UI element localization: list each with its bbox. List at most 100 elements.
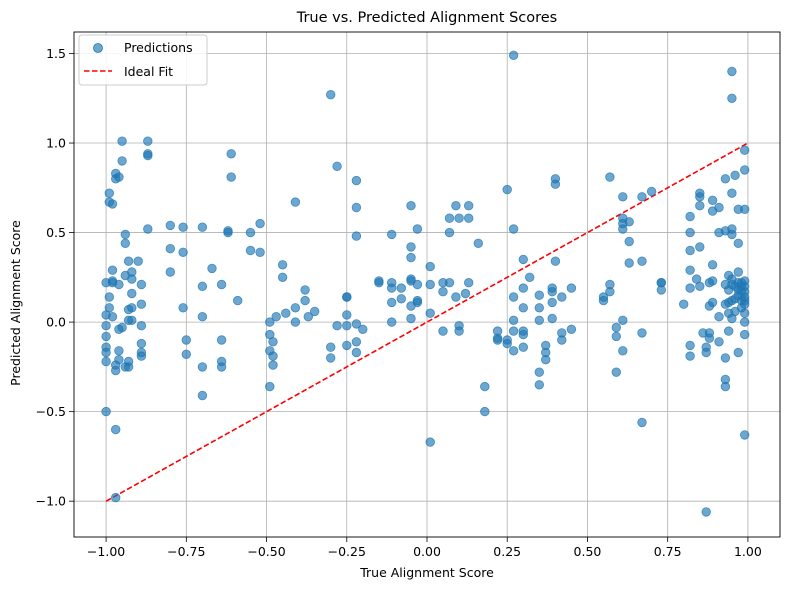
prediction-point	[454, 326, 464, 336]
prediction-point	[727, 188, 737, 198]
y-tick-label: 0.5	[46, 225, 66, 240]
prediction-point	[216, 335, 227, 345]
y-tick-label: 1.0	[46, 136, 66, 151]
prediction-point	[226, 172, 236, 182]
prediction-point	[464, 213, 474, 223]
prediction-point	[255, 247, 265, 258]
legend-predictions-marker	[93, 43, 103, 53]
prediction-point	[720, 381, 731, 392]
prediction-point	[534, 315, 545, 326]
prediction-point	[127, 274, 137, 284]
prediction-point	[618, 315, 628, 326]
x-tick-label: 0.75	[654, 544, 682, 559]
prediction-point	[679, 299, 689, 309]
prediction-point	[534, 380, 545, 390]
prediction-point	[566, 283, 577, 293]
prediction-point	[120, 229, 131, 240]
prediction-point	[223, 227, 233, 238]
prediction-point	[618, 346, 628, 356]
prediction-point	[136, 351, 147, 361]
prediction-point	[733, 267, 744, 277]
prediction-point	[406, 313, 416, 324]
x-tick-label: −1.00	[87, 544, 125, 559]
prediction-point	[406, 200, 416, 211]
prediction-point	[704, 333, 715, 343]
prediction-point	[685, 211, 695, 222]
prediction-point	[136, 299, 147, 309]
prediction-point	[351, 231, 362, 241]
prediction-point	[701, 347, 711, 358]
prediction-point	[566, 324, 577, 335]
prediction-point	[245, 245, 256, 256]
prediction-point	[740, 299, 750, 309]
prediction-point	[342, 321, 352, 331]
prediction-point	[695, 192, 705, 202]
prediction-point	[104, 188, 115, 198]
x-tick-label: 1.00	[734, 544, 762, 559]
prediction-point	[547, 287, 557, 297]
prediction-point	[136, 321, 147, 331]
prediction-point	[460, 288, 471, 299]
prediction-point	[685, 227, 695, 238]
prediction-point	[101, 321, 111, 331]
prediction-point	[611, 367, 622, 377]
prediction-point	[637, 192, 647, 202]
x-axis-ticks: −1.00 −0.75 −0.50 −0.25 0.00 0.25 0.50 0.75 1.00	[87, 537, 762, 559]
prediction-point	[310, 306, 320, 317]
prediction-point	[412, 279, 423, 290]
prediction-point	[695, 281, 705, 292]
prediction-point	[637, 328, 647, 338]
prediction-point	[438, 287, 448, 297]
prediction-point	[444, 278, 455, 288]
prediction-point	[303, 312, 314, 322]
prediction-point	[685, 265, 695, 275]
prediction-point	[425, 261, 435, 272]
prediction-point	[123, 256, 134, 266]
prediction-point	[351, 202, 362, 213]
prediction-point	[508, 292, 519, 302]
prediction-point	[101, 356, 111, 367]
prediction-point	[101, 406, 111, 417]
prediction-points	[101, 50, 750, 517]
prediction-point	[178, 303, 188, 313]
prediction-point	[685, 245, 695, 256]
prediction-point	[268, 351, 278, 361]
prediction-point	[104, 292, 115, 302]
prediction-point	[727, 93, 737, 104]
legend: Predictions Ideal Fit	[78, 34, 208, 86]
prediction-point	[502, 338, 512, 349]
prediction-point	[326, 342, 336, 352]
prediction-point	[492, 335, 503, 345]
prediction-point	[290, 197, 301, 207]
prediction-point	[114, 346, 124, 356]
prediction-point	[508, 315, 519, 326]
prediction-point	[300, 285, 310, 295]
prediction-point	[605, 287, 615, 297]
prediction-point	[232, 295, 243, 306]
prediction-point	[534, 303, 545, 313]
x-axis-title: True Alignment Score	[359, 565, 494, 580]
prediction-point	[740, 308, 750, 318]
y-tick-label: −0.5	[36, 404, 66, 419]
prediction-point	[255, 218, 265, 229]
prediction-point	[550, 256, 561, 266]
prediction-point	[104, 303, 115, 313]
prediction-point	[374, 278, 384, 288]
prediction-point	[707, 195, 718, 206]
prediction-point	[216, 279, 227, 290]
prediction-point	[720, 353, 731, 363]
y-axis-ticks: −1.0 −0.5 0.0 0.5 1.0 1.5	[36, 46, 74, 509]
prediction-point	[740, 317, 750, 327]
prediction-point	[534, 290, 545, 300]
prediction-point	[557, 335, 567, 345]
prediction-point	[342, 310, 352, 320]
prediction-point	[396, 283, 407, 293]
prediction-point	[197, 281, 208, 292]
prediction-point	[508, 50, 519, 61]
prediction-point	[107, 312, 118, 322]
prediction-point	[695, 200, 705, 211]
prediction-point	[207, 263, 217, 274]
prediction-point	[117, 156, 127, 166]
prediction-point	[733, 238, 744, 249]
prediction-point	[451, 292, 461, 302]
